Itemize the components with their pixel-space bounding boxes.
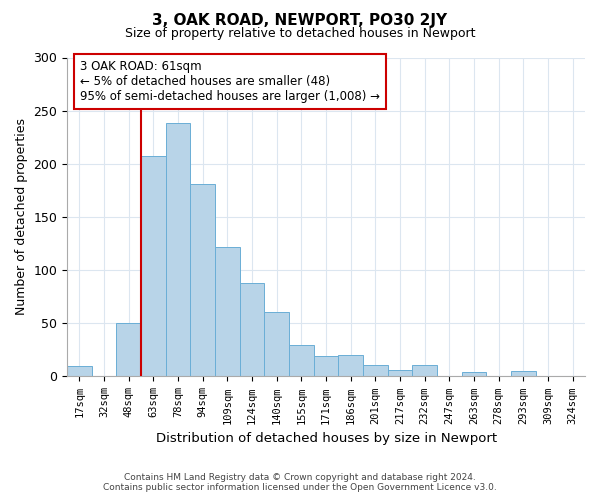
Bar xyxy=(289,344,314,376)
Bar xyxy=(190,184,215,376)
Bar xyxy=(141,156,166,376)
Bar xyxy=(265,312,289,376)
Bar xyxy=(67,366,92,376)
Bar xyxy=(116,324,141,376)
Bar xyxy=(314,356,338,376)
Bar xyxy=(166,124,190,376)
Bar xyxy=(511,371,536,376)
X-axis label: Distribution of detached houses by size in Newport: Distribution of detached houses by size … xyxy=(155,432,497,445)
Bar xyxy=(240,283,265,376)
Bar xyxy=(338,355,363,376)
Text: 3 OAK ROAD: 61sqm
← 5% of detached houses are smaller (48)
95% of semi-detached : 3 OAK ROAD: 61sqm ← 5% of detached house… xyxy=(80,60,380,102)
Y-axis label: Number of detached properties: Number of detached properties xyxy=(15,118,28,316)
Bar xyxy=(215,246,240,376)
Text: 3, OAK ROAD, NEWPORT, PO30 2JY: 3, OAK ROAD, NEWPORT, PO30 2JY xyxy=(152,12,448,28)
Bar xyxy=(412,364,437,376)
Bar xyxy=(363,364,388,376)
Text: Size of property relative to detached houses in Newport: Size of property relative to detached ho… xyxy=(125,28,475,40)
Bar xyxy=(462,372,487,376)
Text: Contains HM Land Registry data © Crown copyright and database right 2024.
Contai: Contains HM Land Registry data © Crown c… xyxy=(103,473,497,492)
Bar xyxy=(388,370,412,376)
